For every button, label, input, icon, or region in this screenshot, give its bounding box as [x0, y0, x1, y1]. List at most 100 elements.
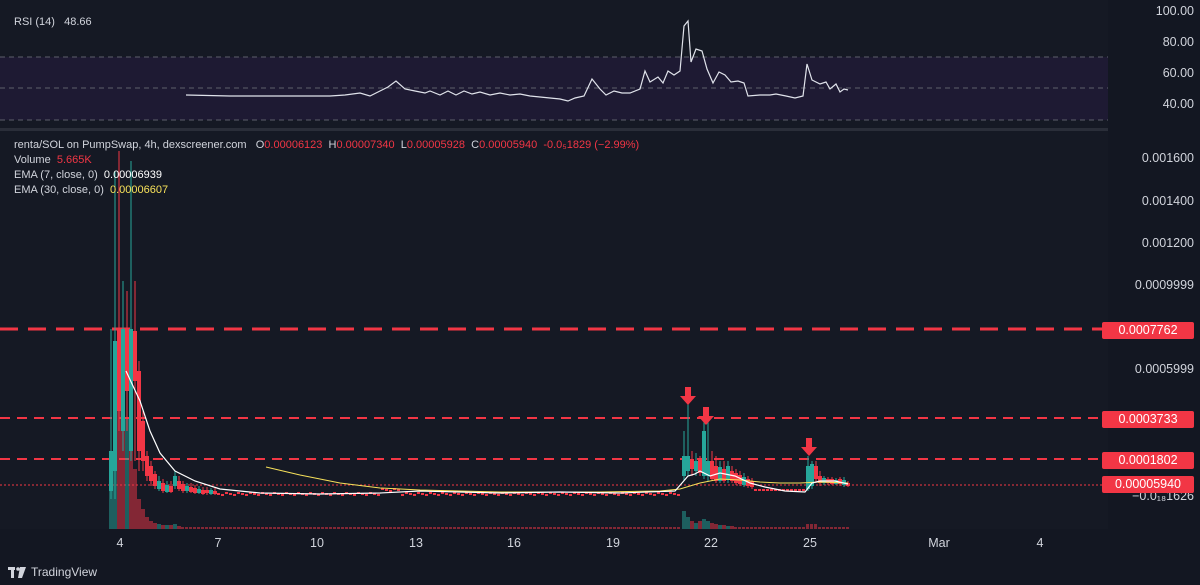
candle-body — [249, 492, 252, 494]
volume-bar — [165, 525, 169, 529]
volume-bar — [245, 527, 248, 529]
candle-body — [293, 494, 296, 496]
symbol-label[interactable]: renta/SOL on PumpSwap, 4h, dexscreener.c… — [14, 139, 247, 151]
volume-bar — [734, 527, 737, 529]
candle-body — [453, 492, 456, 494]
candle-body — [625, 493, 628, 495]
candle-body — [742, 477, 746, 485]
pane-separator[interactable] — [0, 128, 1108, 131]
candle-body — [557, 494, 560, 496]
volume-bar — [325, 527, 328, 529]
close-value: 0.00005940 — [479, 139, 538, 151]
candle-body — [213, 491, 217, 494]
volume-bar — [529, 527, 532, 529]
candle-body — [834, 480, 838, 484]
volume-bar — [774, 527, 777, 529]
candle-body — [601, 493, 604, 495]
volume-bar — [694, 523, 698, 529]
price-panel[interactable]: renta/SOL on PumpSwap, 4h, dexscreener.c… — [0, 131, 1108, 529]
volume-bar — [706, 521, 710, 529]
tradingview-logo[interactable]: TradingView — [8, 565, 97, 579]
volume-bar — [121, 429, 125, 529]
price-tick: 0.001600 — [1141, 151, 1194, 165]
ema7-legend[interactable]: EMA (7, close, 0) 0.00006939 — [14, 169, 162, 181]
volume-bar — [189, 527, 192, 529]
volume-bar — [826, 527, 829, 529]
candle-body — [377, 494, 380, 496]
volume-bar — [621, 527, 624, 529]
ema30-line — [265, 466, 849, 493]
candle-body — [706, 461, 710, 476]
volume-bar — [373, 527, 376, 529]
candle-body — [125, 329, 129, 391]
candle-body — [225, 492, 228, 494]
price-tick: 0.001400 — [1141, 194, 1194, 208]
volume-bar — [605, 527, 608, 529]
volume-bar — [489, 527, 492, 529]
candle-body — [413, 494, 416, 496]
volume-bar — [469, 527, 472, 529]
volume-bar — [117, 399, 121, 529]
rsi-panel[interactable]: RSI (14) 48.66 — [0, 0, 1108, 128]
candle-body — [573, 492, 576, 494]
candle-body — [309, 492, 312, 494]
volume-bar — [778, 527, 781, 529]
ema30-legend[interactable]: EMA (30, close, 0) 0.00006607 — [14, 184, 168, 196]
open-value: 0.00006123 — [264, 139, 323, 151]
volume-bar — [421, 527, 424, 529]
candle-body — [185, 486, 189, 491]
volume-bar — [385, 527, 388, 529]
volume-bar — [633, 527, 636, 529]
candle-body — [641, 494, 644, 496]
candle-body — [702, 431, 706, 476]
volume-bar — [585, 527, 588, 529]
volume-bar — [137, 499, 141, 529]
candle-body — [221, 494, 224, 496]
time-tick: 16 — [507, 536, 521, 550]
candle-body — [802, 489, 805, 491]
volume-bar — [838, 527, 841, 529]
candle-body — [113, 341, 117, 471]
volume-bar — [473, 527, 476, 529]
time-axis[interactable]: 4 7 10 13 16 19 22 25 Mar 4 — [0, 529, 1108, 559]
volume-legend[interactable]: Volume 5.665K — [14, 154, 92, 166]
time-tick: Mar — [928, 536, 950, 550]
candle-wick — [110, 329, 112, 499]
volume-bar — [397, 527, 400, 529]
candle-body — [774, 489, 777, 491]
volume-bar — [153, 523, 157, 529]
volume-bar — [173, 524, 177, 529]
price-axis[interactable]: 100.00 80.00 60.00 40.00 0.001600 0.0014… — [1108, 0, 1200, 529]
candle-body — [637, 493, 640, 495]
volume-bar — [569, 527, 572, 529]
volume-bar — [185, 527, 188, 529]
candle-body — [449, 494, 452, 496]
volume-bar — [305, 527, 308, 529]
volume-bar — [690, 521, 694, 529]
candle-wick — [687, 401, 689, 476]
candle-body — [629, 494, 632, 496]
volume-bar — [818, 527, 821, 529]
candle-body — [165, 485, 169, 492]
volume-bar — [509, 527, 512, 529]
candle-body — [425, 494, 428, 496]
candle-body — [770, 489, 773, 491]
volume-bar — [277, 527, 280, 529]
candle-body — [690, 459, 694, 469]
candle-body — [645, 492, 648, 494]
volume-bar — [762, 527, 765, 529]
volume-bar — [573, 527, 576, 529]
candle-body — [421, 493, 424, 495]
candle-body — [698, 459, 702, 473]
candle-body — [846, 483, 850, 486]
candle-body — [581, 494, 584, 496]
candle-body — [269, 494, 272, 496]
volume-bar — [441, 527, 444, 529]
candle-body — [141, 421, 145, 461]
volume-bar — [517, 527, 520, 529]
volume-bar — [477, 527, 480, 529]
candle-body — [649, 493, 652, 495]
candle-body — [461, 494, 464, 496]
volume-bar — [229, 527, 232, 529]
candle-wick — [114, 171, 116, 499]
